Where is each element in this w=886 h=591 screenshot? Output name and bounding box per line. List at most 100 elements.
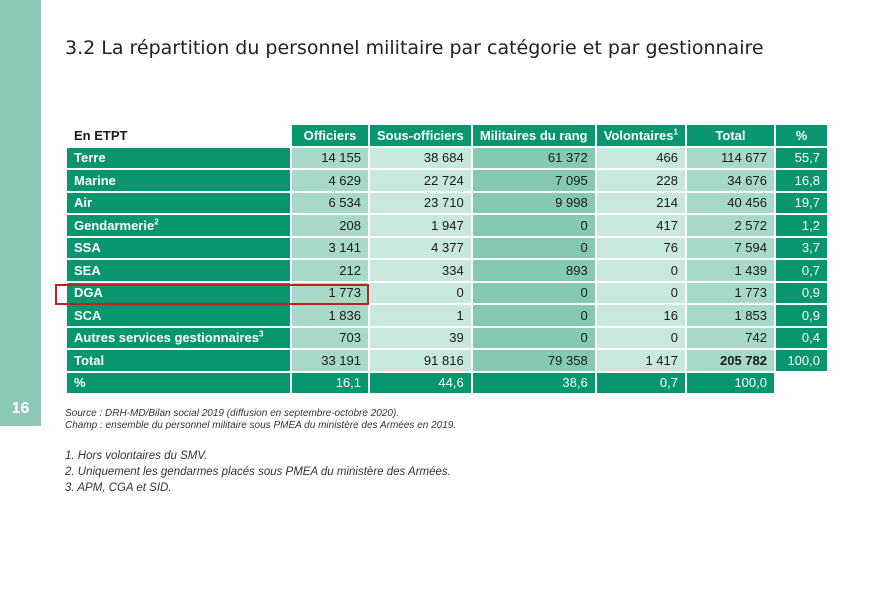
notes-block: Source : DRH-MD/Bilan social 2019 (diffu… <box>65 408 456 496</box>
table-cell: 61 372 <box>470 145 597 170</box>
table-row: Gendarmerie2 208 1 947 0 417 2 572 1,2 <box>65 213 829 238</box>
data-table: En ETPT Officiers Sous-officiers Militai… <box>65 123 829 395</box>
table-cell: 0 <box>470 280 597 305</box>
column-header: % <box>773 123 829 148</box>
table-cell: 6 534 <box>290 190 370 215</box>
table-cell: 114 677 <box>684 145 776 170</box>
row-label: Marine <box>65 168 292 193</box>
table-row: Autres services gestionnaires3 703 39 0 0 742… <box>65 325 829 350</box>
table-cell: 40 456 <box>684 190 776 215</box>
row-label: SCA <box>65 303 292 328</box>
column-header: Sous-officiers <box>368 123 473 148</box>
table-cell: 0 <box>470 213 597 238</box>
section-title: 3.2 La répartition du personnel militair… <box>65 37 764 59</box>
row-label: Air <box>65 190 292 215</box>
table-cell: 100,0 <box>684 370 776 395</box>
footnote: 3. APM, CGA et SID. <box>65 482 172 494</box>
table-cell: 214 <box>594 190 687 215</box>
percent-cell: 1,2 <box>773 213 829 238</box>
table-cell: 0 <box>470 325 597 350</box>
column-header: Total <box>684 123 776 148</box>
side-bar <box>0 0 41 426</box>
table-cell: 1 947 <box>368 213 473 238</box>
table-cell: 4 629 <box>290 168 370 193</box>
column-header: Volontaires1 <box>594 123 687 148</box>
percent-cell: 55,7 <box>773 145 829 170</box>
empty-cell <box>773 370 829 395</box>
source-note: Source : DRH-MD/Bilan social 2019 (diffu… <box>65 408 400 419</box>
table-cell: 0 <box>470 235 597 260</box>
percent-cell: 0,4 <box>773 325 829 350</box>
row-label: Total <box>65 348 292 373</box>
table-row: SEA 212 334 893 0 1 439 0,7 <box>65 258 829 283</box>
table-cell: 703 <box>290 325 370 350</box>
table-cell: 44,6 <box>368 370 473 395</box>
table-row: Marine 4 629 22 724 7 095 228 34 676 16,8 <box>65 168 829 193</box>
column-header: Officiers <box>290 123 370 148</box>
table-row: SCA 1 836 1 0 16 1 853 0,9 <box>65 303 829 328</box>
table-row: Total 33 191 91 816 79 358 1 417 205 782 100,0 <box>65 348 829 373</box>
table-cell: 1 773 <box>684 280 776 305</box>
table-cell: 417 <box>594 213 687 238</box>
percent-cell: 0,7 <box>773 258 829 283</box>
table-cell: 34 676 <box>684 168 776 193</box>
row-label: SEA <box>65 258 292 283</box>
table-cell: 7 594 <box>684 235 776 260</box>
header-row: En ETPT Officiers Sous-officiers Militai… <box>65 123 829 148</box>
corner-label: En ETPT <box>65 123 292 148</box>
table-cell: 1 439 <box>684 258 776 283</box>
scope-note: Champ : ensemble du personnel militaire … <box>65 420 457 431</box>
table-cell: 14 155 <box>290 145 370 170</box>
table-cell: 212 <box>290 258 370 283</box>
table-row: Air 6 534 23 710 9 998 214 40 456 19,7 <box>65 190 829 215</box>
table-cell: 893 <box>470 258 597 283</box>
table-cell: 334 <box>368 258 473 283</box>
table-cell: 33 191 <box>290 348 370 373</box>
table-cell: 23 710 <box>368 190 473 215</box>
table-cell: 16 <box>594 303 687 328</box>
percent-cell: 19,7 <box>773 190 829 215</box>
table-row: SSA 3 141 4 377 0 76 7 594 3,7 <box>65 235 829 260</box>
highlight-box <box>55 284 369 305</box>
table-cell: 0 <box>470 303 597 328</box>
table-cell: 1 853 <box>684 303 776 328</box>
table-cell: 38 684 <box>368 145 473 170</box>
table-cell: 1 <box>368 303 473 328</box>
table-cell: 39 <box>368 325 473 350</box>
row-label: % <box>65 370 292 395</box>
table-cell: 0 <box>594 280 687 305</box>
footnote: 1. Hors volontaires du SMV. <box>65 450 208 462</box>
percent-cell: 0,9 <box>773 303 829 328</box>
table-cell: 9 998 <box>470 190 597 215</box>
table-cell: 2 572 <box>684 213 776 238</box>
table-cell: 1 836 <box>290 303 370 328</box>
table-cell: 742 <box>684 325 776 350</box>
table-cell: 466 <box>594 145 687 170</box>
percent-row: % 16,1 44,6 38,6 0,7 100,0 <box>65 370 829 395</box>
table-cell: 7 095 <box>470 168 597 193</box>
table-cell: 1 417 <box>594 348 687 373</box>
row-label: Autres services gestionnaires3 <box>65 325 292 350</box>
table-cell: 205 782 <box>684 348 776 373</box>
table-cell: 4 377 <box>368 235 473 260</box>
page-number: 16 <box>11 399 30 417</box>
percent-cell: 3,7 <box>773 235 829 260</box>
table-cell: 208 <box>290 213 370 238</box>
footnote: 2. Uniquement les gendarmes placés sous … <box>65 466 451 478</box>
table-cell: 0 <box>594 325 687 350</box>
percent-cell: 0,9 <box>773 280 829 305</box>
row-label: Terre <box>65 145 292 170</box>
percent-cell: 16,8 <box>773 168 829 193</box>
table-cell: 16,1 <box>290 370 370 395</box>
table-cell: 0,7 <box>594 370 687 395</box>
table-cell: 228 <box>594 168 687 193</box>
table-cell: 0 <box>594 258 687 283</box>
table-cell: 79 358 <box>470 348 597 373</box>
table-cell: 38,6 <box>470 370 597 395</box>
table-cell: 91 816 <box>368 348 473 373</box>
column-header: Militaires du rang <box>470 123 597 148</box>
table-cell: 22 724 <box>368 168 473 193</box>
table-cell: 76 <box>594 235 687 260</box>
table-row: Terre 14 155 38 684 61 372 466 114 677 55,7 <box>65 145 829 170</box>
percent-cell: 100,0 <box>773 348 829 373</box>
